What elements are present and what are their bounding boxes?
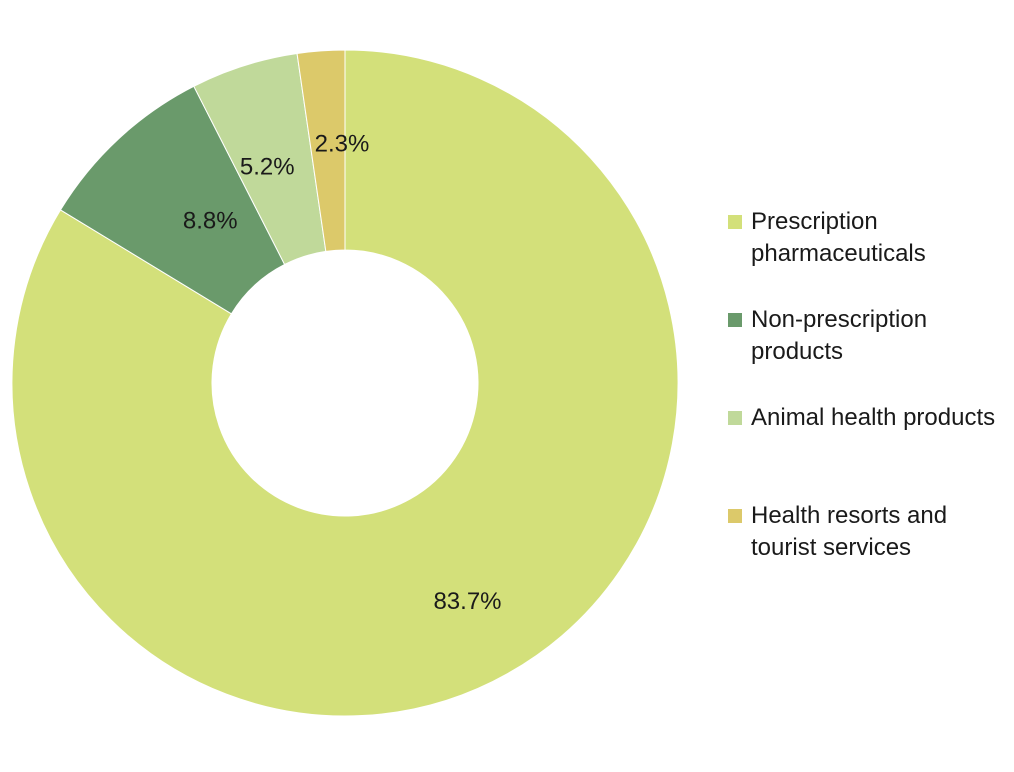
legend-label-prescription: Prescription pharmaceuticals <box>751 206 1011 270</box>
slice-label-health-resorts: 2.3% <box>315 131 370 158</box>
legend-label-line: products <box>751 338 844 365</box>
donut-slices <box>11 49 679 717</box>
slice-label-prescription: 83.7% <box>433 588 501 615</box>
slice-label-non-prescription: 8.8% <box>183 208 238 235</box>
slice-prescription <box>11 49 679 717</box>
slice-non-prescription <box>59 85 286 315</box>
slice-health-resorts <box>296 49 346 252</box>
legend-swatch-non-prescription <box>728 313 742 327</box>
legend-label-non-prescription: Non-prescription products <box>751 304 1011 368</box>
legend-swatch-prescription <box>728 215 742 229</box>
legend-swatch-animal-health <box>728 411 742 425</box>
legend-swatch-health-resorts <box>728 509 742 523</box>
legend-label-line: pharmaceuticals <box>751 240 926 267</box>
slice-labels: 83.7% 8.8% 5.2% 2.3% <box>183 131 502 615</box>
legend-label-line: Prescription <box>751 208 878 235</box>
legend-label-line: Animal health products <box>751 404 996 431</box>
legend-label-health-resorts: Health resorts and tourist services <box>751 500 1011 564</box>
legend-label-animal-health: Animal health products <box>751 402 1011 434</box>
legend-label-line: tourist services <box>751 534 912 561</box>
legend-label-line: Health resorts and <box>751 502 948 529</box>
legend-label-line: Non-prescription <box>751 306 928 333</box>
slice-label-animal-health: 5.2% <box>240 153 295 180</box>
